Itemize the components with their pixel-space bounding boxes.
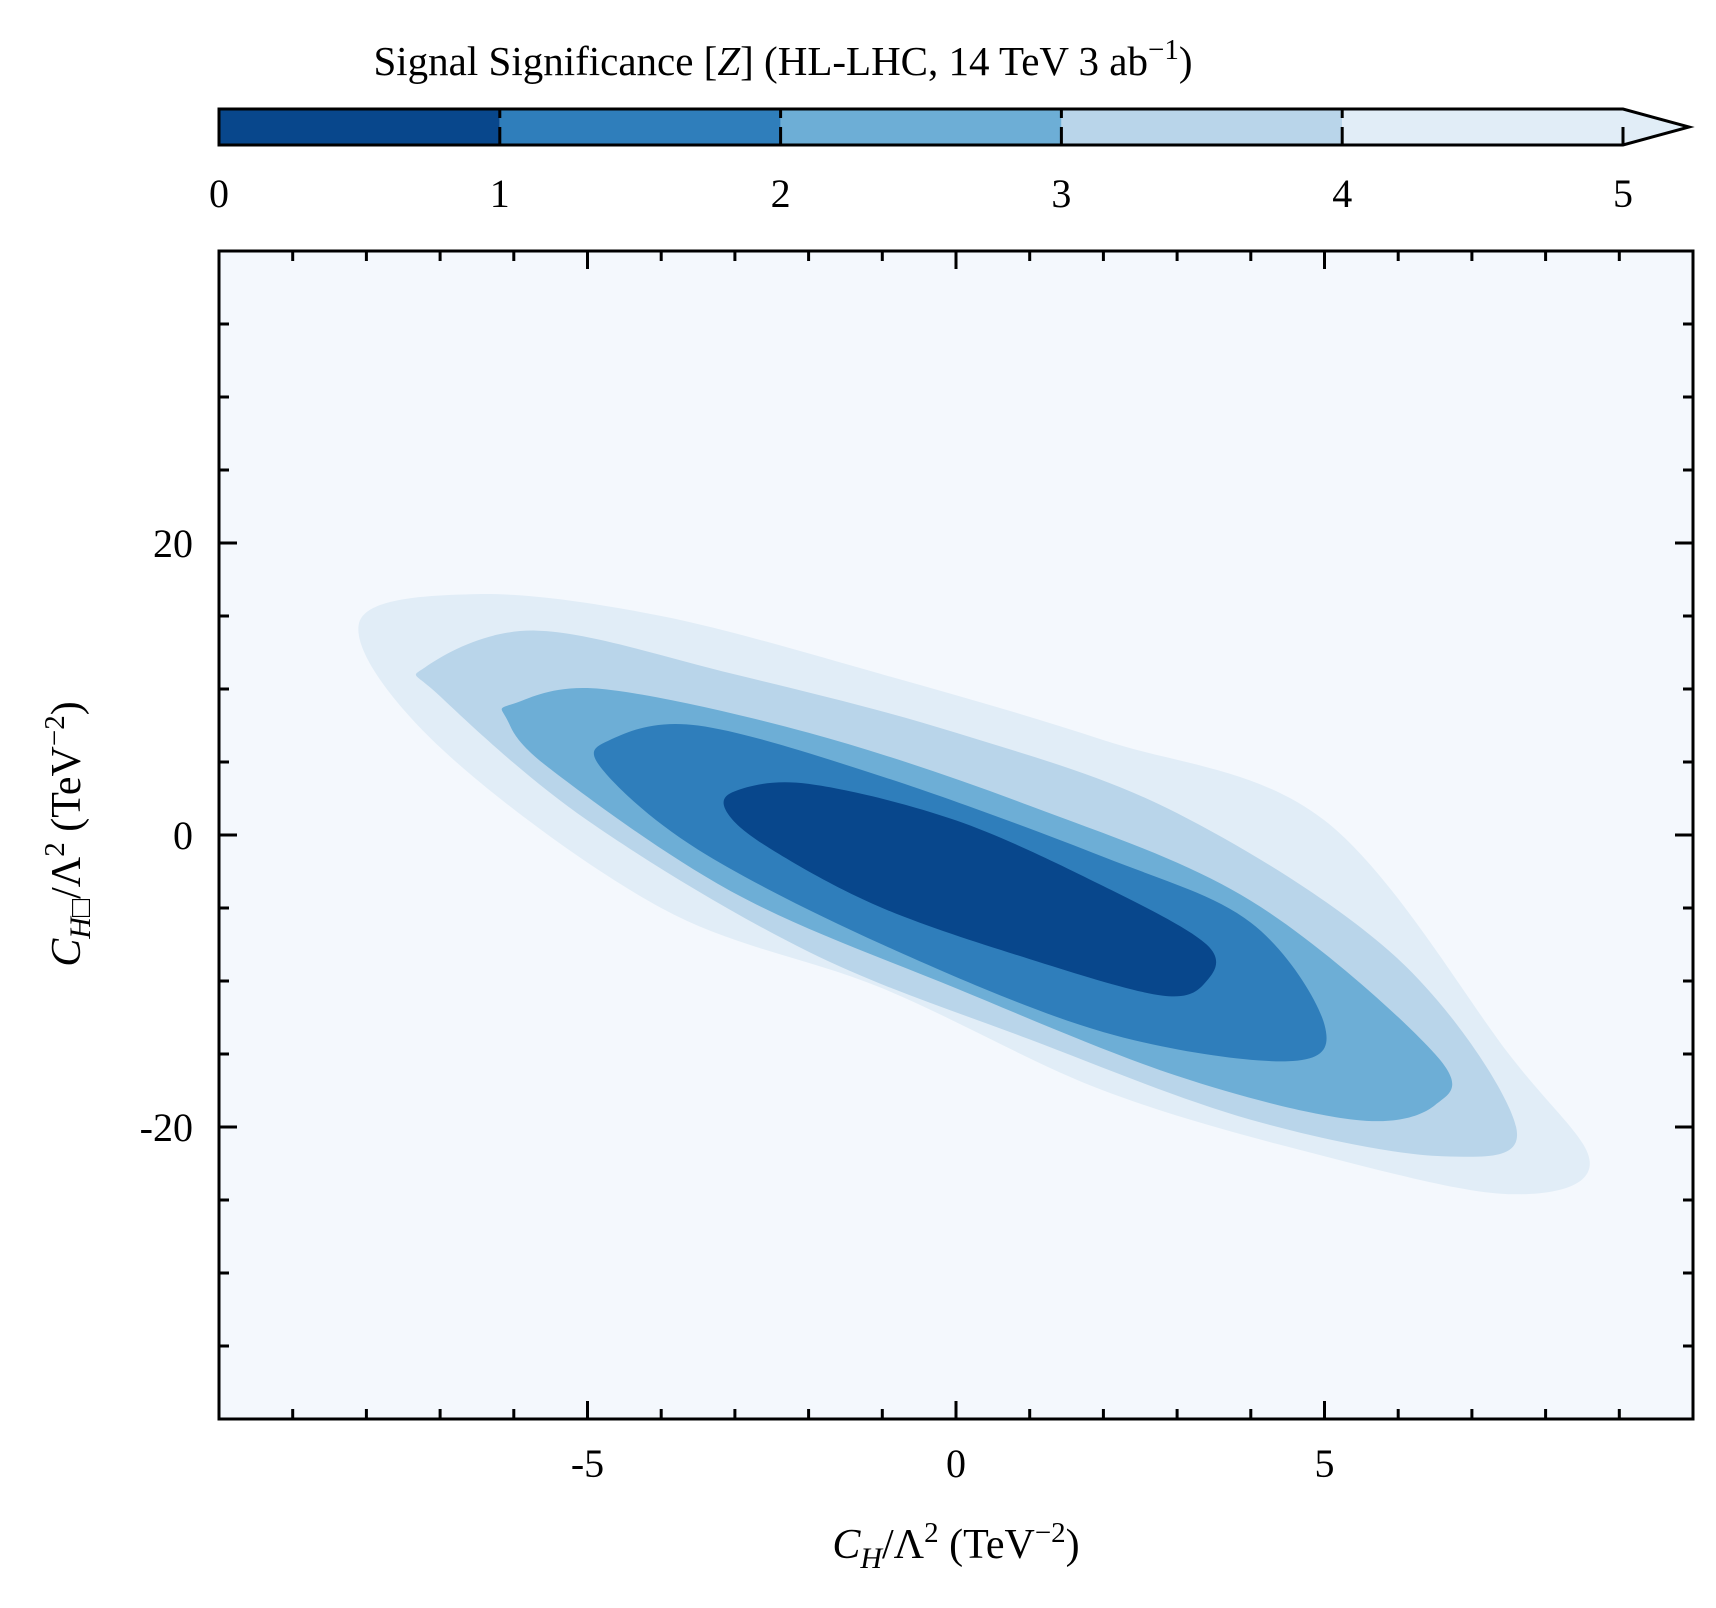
x-axis-title-lambda: /Λ	[882, 1522, 925, 1568]
colorbar-title-suffix: )	[1179, 38, 1193, 84]
y-axis-title-close: )	[44, 701, 90, 715]
contour-region-5	[723, 782, 1217, 997]
axis-ticks: -5 0 5 -20 0 20	[140, 251, 1693, 1486]
colorbar-tick-label: 4	[1332, 171, 1352, 216]
y-axis-title-unit: (TeV	[44, 746, 90, 842]
colorbar-title-middle: ] (HL-LHC, 14 TeV 3 ab	[740, 38, 1148, 84]
y-axis-title-subscript: H□	[64, 898, 97, 940]
x-axis-title-close: )	[1066, 1522, 1080, 1568]
colorbar-tick-label: 2	[771, 171, 791, 216]
x-axis-title-unit-power: −2	[1035, 1517, 1066, 1549]
x-axis-title-subscript: H	[859, 1542, 884, 1575]
colorbar-tick-label: 5	[1613, 171, 1633, 216]
colorbar-segment-4	[1061, 109, 1343, 145]
colorbar-title-prefix: Signal Significance [	[373, 38, 717, 84]
x-tick-label: 0	[946, 1441, 966, 1486]
colorbar-segment-1	[219, 109, 500, 145]
contour-layer	[358, 593, 1590, 1195]
colorbar-title-exponent: −1	[1148, 34, 1179, 66]
x-tick-label: -5	[571, 1441, 604, 1486]
colorbar-segment-2	[499, 109, 781, 145]
colorbar: 0 1 2 3 4 5	[209, 107, 1695, 216]
colorbar-title-variable: Z	[717, 38, 741, 84]
y-axis-title: CH□/Λ2 (TeV−2)	[39, 701, 97, 966]
x-axis-title: CH/Λ2 (TeV−2)	[832, 1517, 1079, 1575]
colorbar-segment-5	[1342, 109, 1623, 145]
colorbar-tick-label: 0	[209, 171, 229, 216]
y-axis-title-lambda: /Λ	[44, 856, 90, 899]
x-axis-title-power: 2	[924, 1517, 939, 1549]
colorbar-title: Signal Significance [Z] (HL-LHC, 14 TeV …	[373, 34, 1192, 84]
y-axis-title-unit-power: −2	[39, 715, 71, 746]
plot-frame	[217, 249, 1695, 1421]
y-tick-label: 20	[153, 521, 193, 566]
colorbar-extend-arrow	[1623, 109, 1689, 145]
x-axis-title-unit: (TeV	[939, 1522, 1035, 1568]
y-axis-title-power: 2	[39, 842, 71, 857]
x-tick-label: 5	[1315, 1441, 1335, 1486]
colorbar-tick-label: 1	[490, 171, 510, 216]
y-axis-title-symbol: C	[44, 938, 90, 967]
colorbar-tick-label: 3	[1051, 171, 1071, 216]
x-axis-title-symbol: C	[832, 1522, 861, 1568]
y-tick-label: 0	[173, 813, 193, 858]
y-tick-label: -20	[140, 1105, 193, 1150]
colorbar-segment-3	[780, 109, 1062, 145]
